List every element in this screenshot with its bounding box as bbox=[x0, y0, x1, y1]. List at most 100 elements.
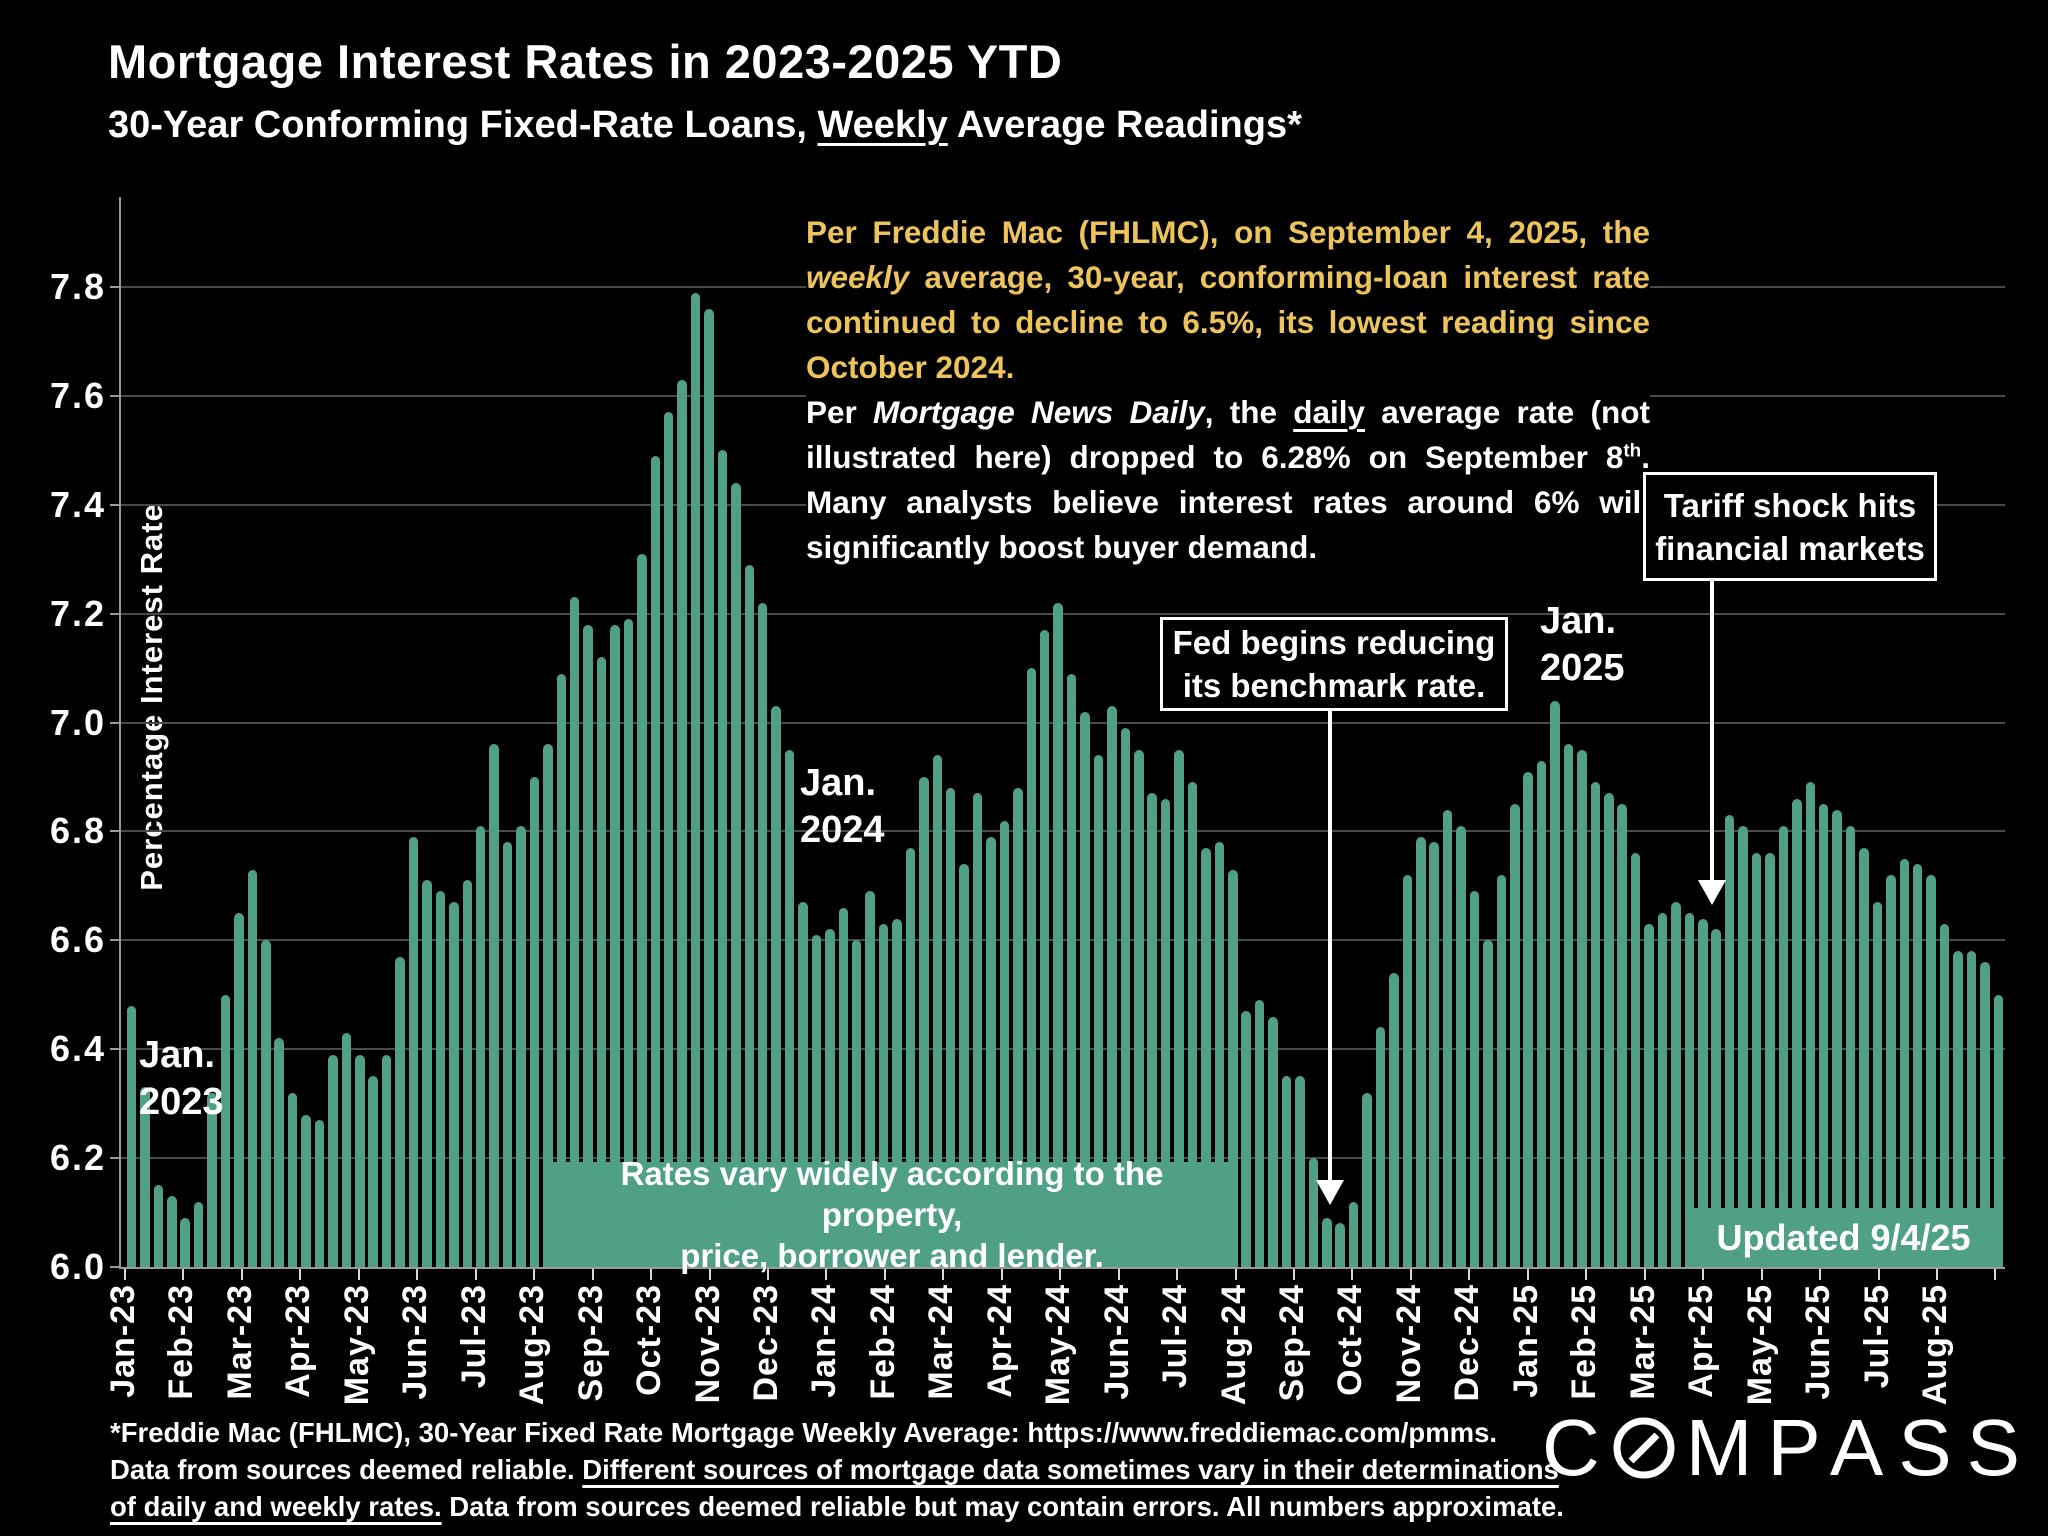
bar bbox=[1899, 858, 1909, 1267]
tariff-callout-line1: Tariff shock hits bbox=[1663, 486, 1917, 524]
bar bbox=[677, 379, 687, 1267]
bar bbox=[1792, 798, 1802, 1267]
text-segment: Weekly bbox=[817, 104, 948, 146]
bar bbox=[1160, 798, 1171, 1267]
bar bbox=[757, 602, 768, 1267]
bar bbox=[771, 706, 781, 1267]
x-axis-tick bbox=[1234, 1269, 1237, 1280]
bar bbox=[180, 1218, 190, 1267]
bar bbox=[1953, 951, 1963, 1267]
gridline bbox=[121, 1048, 2005, 1051]
bar bbox=[1308, 1158, 1319, 1267]
bar bbox=[690, 292, 701, 1267]
y-axis-tick bbox=[110, 721, 121, 724]
x-axis-tick bbox=[124, 1269, 126, 1280]
x-axis-tick bbox=[1409, 1269, 1412, 1280]
tariff-arrow-line bbox=[1710, 578, 1714, 882]
x-axis-tick-label: Oct-24 bbox=[1331, 1284, 1370, 1396]
y-axis-tick-label: 6.8 bbox=[49, 810, 106, 852]
x-axis-tick bbox=[942, 1269, 945, 1280]
x-axis-tick-label: Feb-23 bbox=[162, 1284, 201, 1400]
bar bbox=[516, 826, 526, 1267]
y-axis-tick-label: 6.6 bbox=[49, 919, 106, 961]
text-segment: Mortgage News Daily bbox=[873, 394, 1205, 430]
bar bbox=[220, 994, 231, 1267]
bar bbox=[1241, 1011, 1251, 1267]
bar bbox=[919, 777, 929, 1267]
x-axis-tick-label: May-23 bbox=[337, 1284, 376, 1406]
bar bbox=[1039, 630, 1050, 1267]
bar bbox=[341, 1032, 352, 1267]
x-axis-tick bbox=[240, 1269, 243, 1280]
x-axis-tick-label: Apr-25 bbox=[1682, 1284, 1721, 1398]
y-axis-tick-label: 7.0 bbox=[49, 701, 106, 743]
updated-date-banner: Updated 9/4/25 bbox=[1687, 1208, 2000, 1267]
bar bbox=[1362, 1092, 1372, 1267]
bar bbox=[1066, 673, 1077, 1267]
x-axis-tick-label: Apr-24 bbox=[980, 1284, 1019, 1398]
year-label-line1: Jan. bbox=[800, 762, 877, 804]
text-segment: daily bbox=[1293, 394, 1366, 430]
bar bbox=[784, 749, 795, 1267]
bar bbox=[1604, 793, 1614, 1267]
bar bbox=[1536, 760, 1547, 1267]
rates-vary-line1: Rates vary widely according to the prope… bbox=[620, 1155, 1164, 1233]
x-axis-tick-label: Jun-24 bbox=[1097, 1284, 1136, 1400]
x-axis-tick-label: Apr-23 bbox=[279, 1284, 318, 1398]
bar bbox=[1402, 875, 1413, 1267]
year-label-jan-2024: Jan. 2024 bbox=[800, 760, 885, 854]
x-axis-tick bbox=[1000, 1269, 1003, 1280]
bar bbox=[1442, 809, 1453, 1267]
bar bbox=[1886, 875, 1896, 1267]
x-axis-tick bbox=[1585, 1269, 1588, 1280]
text-segment: average rate (not illustrated here) drop… bbox=[806, 394, 1650, 475]
x-axis-tick-label: Mar-24 bbox=[922, 1284, 961, 1400]
bar bbox=[704, 308, 714, 1267]
compass-needle-o-icon bbox=[1613, 1417, 1675, 1479]
x-axis-tick bbox=[825, 1269, 828, 1280]
x-axis-tick-label: Aug-25 bbox=[1915, 1284, 1954, 1406]
bar bbox=[556, 673, 566, 1267]
bar bbox=[610, 624, 620, 1267]
bar bbox=[798, 902, 808, 1267]
text-segment: *Freddie Mac (FHLMC), 30-Year Fixed Rate… bbox=[110, 1417, 1498, 1448]
x-axis-tick bbox=[357, 1269, 360, 1280]
x-axis-tick-label: Nov-24 bbox=[1389, 1284, 1428, 1404]
bar bbox=[1483, 940, 1493, 1267]
y-axis-tick bbox=[110, 286, 121, 289]
x-axis-tick bbox=[1468, 1269, 1471, 1280]
bar bbox=[153, 1185, 164, 1267]
y-axis-tick-label: 7.2 bbox=[49, 592, 106, 634]
bar bbox=[1429, 842, 1439, 1267]
text-segment: weekly bbox=[806, 259, 910, 295]
x-axis-tick bbox=[883, 1269, 886, 1280]
text-segment: th bbox=[1623, 440, 1642, 462]
x-axis-tick bbox=[416, 1269, 419, 1280]
x-axis-tick bbox=[1176, 1269, 1179, 1280]
bar bbox=[167, 1196, 177, 1267]
bar bbox=[395, 956, 405, 1267]
gridline bbox=[121, 1157, 2005, 1160]
text-segment: Data from sources deemed reliable. bbox=[110, 1454, 583, 1485]
x-axis-tick bbox=[1702, 1269, 1705, 1280]
rates-vary-line2: price, borrower and lender. bbox=[680, 1237, 1104, 1274]
footnote: *Freddie Mac (FHLMC), 30-Year Fixed Rate… bbox=[110, 1414, 1670, 1525]
y-axis-line bbox=[119, 197, 121, 1267]
bar bbox=[650, 455, 661, 1267]
bar bbox=[1134, 749, 1144, 1267]
x-axis-tick bbox=[1059, 1269, 1062, 1280]
fed-arrow-line bbox=[1328, 708, 1332, 1182]
x-axis-tick bbox=[299, 1269, 302, 1280]
text-segment: 30-Year Conforming Fixed-Rate Loans, bbox=[108, 104, 818, 146]
bar bbox=[1630, 853, 1641, 1267]
x-axis-tick-label: Dec-24 bbox=[1448, 1284, 1487, 1402]
x-axis-tick-label: Jul-25 bbox=[1857, 1284, 1896, 1389]
bar bbox=[1147, 793, 1157, 1267]
y-axis-tick bbox=[110, 939, 121, 942]
page-title: Mortgage Interest Rates in 2023-2025 YTD bbox=[108, 35, 1063, 88]
x-axis-tick-label: Sep-23 bbox=[571, 1284, 610, 1402]
bar bbox=[1818, 804, 1829, 1267]
bar bbox=[1053, 602, 1063, 1267]
y-axis-tick bbox=[110, 612, 121, 615]
x-axis-tick-label: Jul-24 bbox=[1156, 1284, 1195, 1389]
